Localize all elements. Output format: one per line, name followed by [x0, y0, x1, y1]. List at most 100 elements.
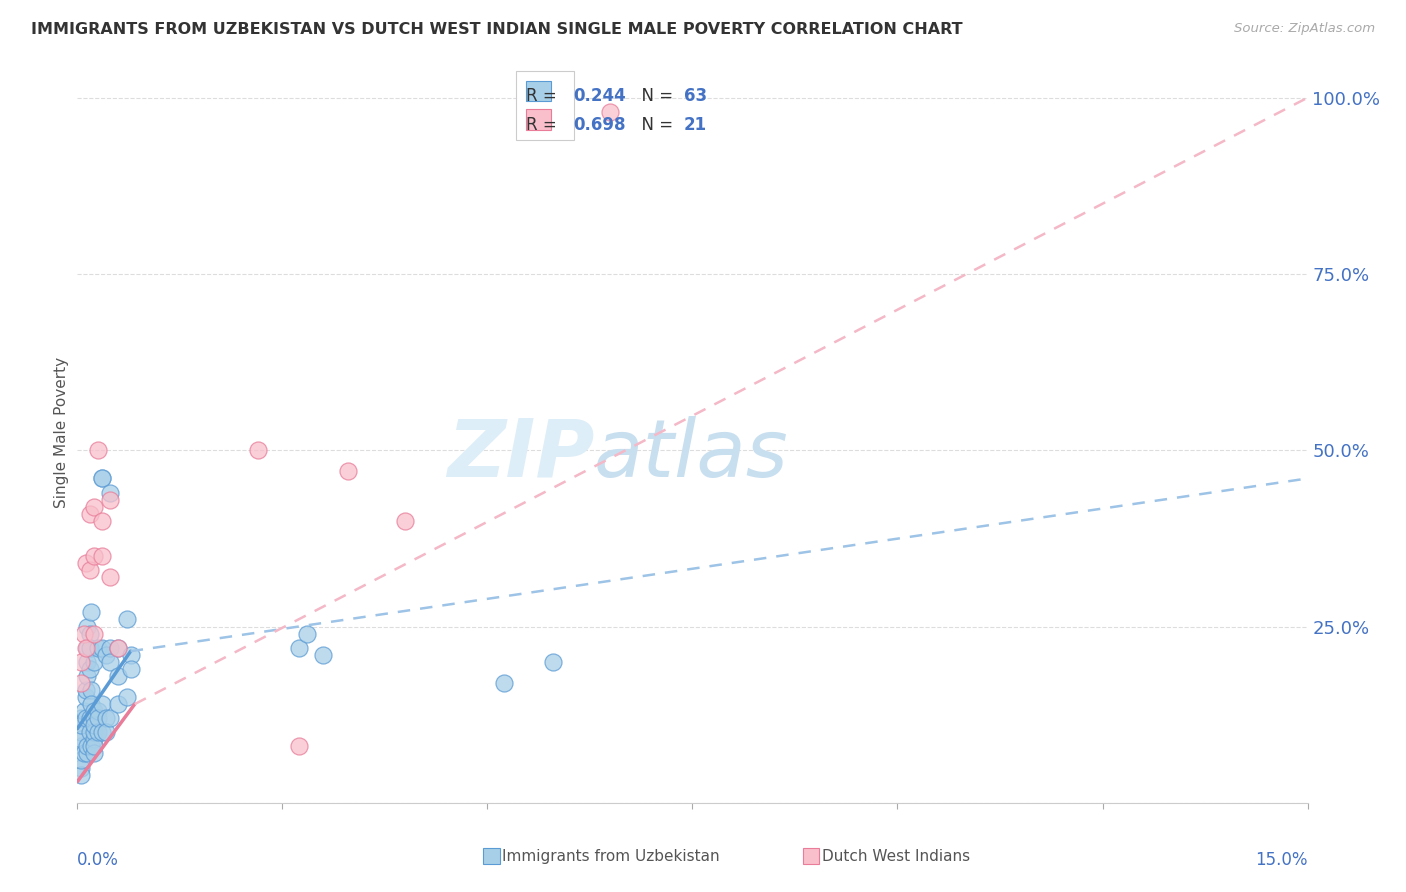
Point: [75, 711, 97, 725]
Point: [246, 443, 269, 458]
Point: [79, 662, 101, 676]
Point: [98, 640, 121, 655]
Point: [87, 640, 110, 655]
Point: [90, 697, 114, 711]
Point: [98, 485, 121, 500]
Point: [120, 662, 142, 676]
Point: [90, 514, 114, 528]
Y-axis label: Single Male Poverty: Single Male Poverty: [53, 357, 69, 508]
Point: [83, 747, 105, 761]
Point: [76, 669, 98, 683]
Point: [80, 606, 103, 620]
Point: [70, 676, 93, 690]
Point: [70, 655, 93, 669]
Point: [90, 725, 114, 739]
Point: [599, 104, 621, 119]
Bar: [803, 848, 820, 864]
Point: [83, 732, 105, 747]
Point: [70, 711, 93, 725]
Point: [94, 648, 117, 662]
Text: 0.244: 0.244: [574, 87, 626, 104]
Legend: , : ,: [516, 70, 574, 140]
Text: ZIP: ZIP: [447, 416, 595, 494]
Point: [83, 718, 105, 732]
Point: [115, 612, 138, 626]
Point: [98, 492, 121, 507]
Text: 0.698: 0.698: [574, 116, 626, 135]
Point: [76, 739, 98, 754]
Point: [76, 747, 98, 761]
Text: R =: R =: [526, 116, 562, 135]
Point: [83, 655, 105, 669]
Text: R =: R =: [526, 87, 562, 104]
Point: [394, 514, 416, 528]
Point: [115, 690, 138, 704]
Point: [79, 711, 101, 725]
Point: [312, 648, 335, 662]
Text: IMMIGRANTS FROM UZBEKISTAN VS DUTCH WEST INDIAN SINGLE MALE POVERTY CORRELATION : IMMIGRANTS FROM UZBEKISTAN VS DUTCH WEST…: [31, 22, 963, 37]
Point: [107, 640, 129, 655]
Point: [79, 640, 101, 655]
Point: [94, 725, 117, 739]
Point: [79, 563, 101, 577]
Text: Dutch West Indians: Dutch West Indians: [823, 848, 970, 863]
Point: [98, 570, 121, 584]
Point: [107, 640, 129, 655]
Point: [70, 718, 93, 732]
Point: [70, 725, 93, 739]
Point: [75, 556, 97, 570]
Point: [98, 711, 121, 725]
Text: Immigrants from Uzbekistan: Immigrants from Uzbekistan: [502, 848, 720, 863]
Point: [87, 443, 110, 458]
Point: [73, 704, 96, 718]
Text: Source: ZipAtlas.com: Source: ZipAtlas.com: [1234, 22, 1375, 36]
Point: [107, 669, 129, 683]
Point: [90, 471, 114, 485]
Point: [94, 711, 117, 725]
Bar: [484, 848, 499, 864]
Point: [79, 507, 101, 521]
Point: [80, 697, 103, 711]
Text: N =: N =: [631, 87, 678, 104]
Point: [70, 767, 93, 781]
Point: [288, 739, 311, 754]
Point: [79, 725, 101, 739]
Point: [492, 676, 515, 690]
Text: 15.0%: 15.0%: [1256, 851, 1308, 869]
Point: [75, 683, 97, 698]
Point: [73, 626, 96, 640]
Point: [75, 640, 97, 655]
Text: 0.0%: 0.0%: [77, 851, 120, 869]
Point: [70, 760, 93, 774]
Point: [76, 640, 98, 655]
Point: [70, 732, 93, 747]
Point: [83, 500, 105, 514]
Point: [90, 471, 114, 485]
Text: 63: 63: [683, 87, 707, 104]
Point: [73, 747, 96, 761]
Point: [288, 640, 311, 655]
Point: [83, 704, 105, 718]
Point: [83, 739, 105, 754]
Point: [98, 655, 121, 669]
Point: [76, 619, 98, 633]
Point: [83, 626, 105, 640]
Point: [120, 648, 142, 662]
Point: [87, 711, 110, 725]
Point: [76, 655, 98, 669]
Point: [83, 725, 105, 739]
Text: 21: 21: [683, 116, 707, 135]
Point: [541, 655, 564, 669]
Point: [80, 739, 103, 754]
Text: atlas: atlas: [595, 416, 789, 494]
Point: [70, 754, 93, 768]
Point: [83, 711, 105, 725]
Point: [75, 690, 97, 704]
Point: [80, 683, 103, 698]
Point: [79, 626, 101, 640]
Point: [70, 739, 93, 754]
Point: [90, 640, 114, 655]
Point: [87, 704, 110, 718]
Point: [337, 464, 360, 478]
Point: [107, 697, 129, 711]
